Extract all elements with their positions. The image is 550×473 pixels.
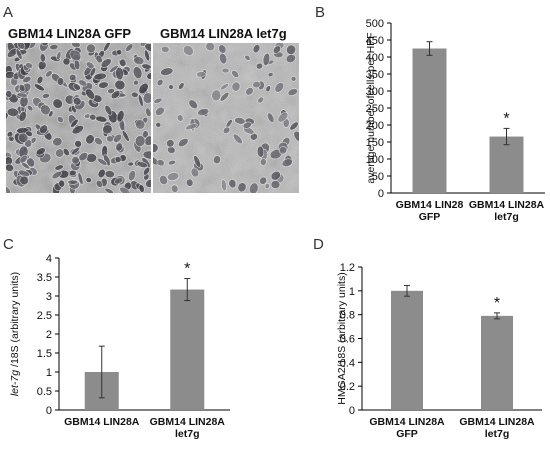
micrograph-gfp [6, 43, 151, 193]
bar [391, 290, 423, 410]
y-tick-label: 0.2 [340, 381, 355, 393]
significance-marker: * [503, 110, 509, 127]
y-tick-label: 0.6 [340, 334, 355, 346]
y-tick-label: 400 [366, 52, 384, 64]
x-tick-label: GBM14 LIN28A [150, 416, 226, 428]
y-tick-label: 1 [46, 367, 52, 379]
significance-marker: * [184, 261, 190, 278]
y-axis-label: average number ofcells per HPF [365, 32, 377, 183]
y-axis-label: let-7g /18S (arbitrary units) [9, 272, 21, 396]
bar [170, 289, 205, 410]
x-tick-label: let7g [494, 211, 519, 223]
chart-c: 0 0.5 1 1.5 2 2.5 3 3.5 4 let-7g /18S (arbitrary … [9, 253, 230, 440]
y-tick-label: 150 [366, 137, 384, 149]
bar [412, 48, 447, 193]
x-tick-label: let7g [175, 428, 200, 440]
panel-label-b: B [315, 4, 325, 21]
y-tick-label: 50 [372, 171, 384, 183]
y-tick-label: 0 [349, 405, 355, 417]
x-tick-label: GBM14 LIN28A [369, 416, 445, 428]
micrograph-let7g-title: GBM14 LIN28A let7g [160, 26, 287, 41]
y-tick-label: 2 [46, 329, 52, 341]
micrograph-let7g [153, 43, 299, 193]
bar [489, 136, 524, 193]
y-tick-label: 3 [46, 291, 52, 303]
x-tick-label: GBM14 LIN28A [469, 199, 545, 211]
x-tick-label: GBM14 LIN28A [459, 416, 535, 428]
x-tick-label: GBM14 LIN28 [396, 199, 464, 211]
y-axis-label: HMGA2/18S (arbitrary units) [336, 272, 348, 404]
chart-b: 0 50 100 150 200 250 300 350 400 450 500 average nu… [365, 18, 545, 223]
x-tick-label: GFP [396, 428, 418, 440]
micrograph-gfp-title: GBM14 LIN28A GFP [8, 26, 131, 41]
panel-label-d: D [313, 236, 324, 253]
y-tick-label: 0 [46, 405, 52, 417]
y-tick-label: 300 [366, 86, 384, 98]
panel-label-a: A [3, 4, 13, 21]
bar [481, 315, 513, 410]
x-tick-label: GBM14 LIN28A [64, 416, 140, 428]
y-tick-label: 4 [46, 253, 52, 265]
significance-marker: * [494, 295, 500, 312]
y-tick-label: 0.8 [340, 310, 355, 322]
y-tick-label: 0 [378, 188, 384, 200]
panel-label-c: C [3, 236, 14, 253]
y-tick-label: 0.4 [340, 357, 355, 369]
x-tick-label: let7g [485, 428, 510, 440]
y-tick-label: 0.5 [37, 386, 52, 398]
y-tick-label: 1.2 [340, 262, 355, 274]
y-tick-label: 3.5 [37, 272, 52, 284]
y-tick-label: 450 [366, 35, 384, 47]
y-tick-label: 350 [366, 69, 384, 81]
y-tick-label: 500 [366, 18, 384, 30]
y-tick-label: 1.5 [37, 348, 52, 360]
y-tick-label: 1 [349, 286, 355, 298]
y-tick-label: 200 [366, 120, 384, 132]
y-tick-label: 100 [366, 154, 384, 166]
y-tick-label: 2.5 [37, 310, 52, 322]
x-tick-label: GFP [419, 211, 441, 223]
y-tick-label: 250 [366, 103, 384, 115]
